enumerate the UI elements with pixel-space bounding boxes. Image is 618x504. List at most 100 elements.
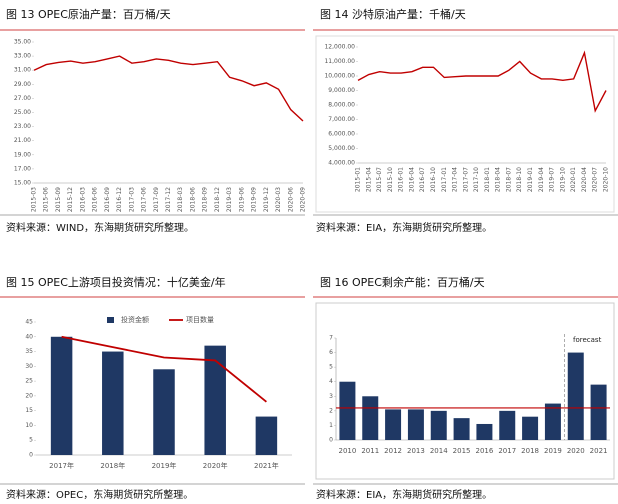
y-tick-label: 45	[25, 319, 33, 326]
x-tick-label: 2019-12	[263, 187, 270, 212]
x-tick-label: 2020-09	[300, 187, 307, 212]
bar	[499, 410, 516, 440]
y-tick-label: 7,000.00	[328, 116, 355, 123]
x-tick-label: 2015	[453, 447, 471, 455]
bar	[102, 351, 124, 455]
y-tick-label: 10,000.00	[324, 73, 355, 80]
x-tick-label: 2020-01	[570, 167, 577, 192]
bar	[153, 369, 175, 455]
x-tick-label: 2016-12	[116, 187, 123, 212]
x-tick-label: 2018-09	[202, 187, 209, 212]
y-tick-label: 33.00	[14, 53, 31, 60]
x-tick-label: 2020-03	[275, 187, 282, 212]
x-tick-label: 2017-09	[153, 187, 160, 212]
x-tick-label: 2017-04	[452, 167, 459, 192]
x-tick-label: 2016-01	[398, 167, 405, 192]
y-tick-label: 15.00	[14, 180, 31, 187]
x-tick-label: 2015-04	[365, 167, 372, 192]
x-tick-label: 2019-10	[559, 167, 566, 192]
x-tick-label: 2021年	[254, 461, 279, 470]
chart-frame	[315, 302, 615, 480]
bar	[255, 416, 278, 455]
x-tick-label: 2017	[498, 447, 516, 455]
y-tick-label: 19.00	[14, 151, 31, 158]
y-tick-label: 25	[25, 378, 33, 385]
y-tick-label: 2	[329, 407, 333, 414]
x-tick-label: 2018-10	[516, 167, 523, 192]
x-tick-label: 2020年	[203, 461, 228, 470]
bar	[339, 381, 356, 440]
annotation: forecast	[573, 336, 602, 344]
bar	[50, 336, 73, 455]
figure-title: 图 14 沙特原油产量：千桶/天	[320, 7, 466, 21]
y-tick-label: 3	[329, 393, 333, 400]
x-tick-label: 2018年	[100, 461, 125, 470]
y-tick-label: 5	[29, 437, 33, 444]
x-tick-label: 2015-07	[376, 167, 383, 192]
y-tick-label: 15	[25, 407, 33, 414]
x-tick-label: 2019年	[152, 461, 177, 470]
bar	[385, 409, 402, 440]
y-tick-label: 12,000.00	[324, 44, 355, 51]
y-tick-label: 31.00	[14, 67, 31, 74]
y-tick-label: 35	[25, 348, 33, 355]
x-tick-label: 2019-03	[226, 187, 233, 212]
x-tick-label: 2018-04	[495, 167, 502, 192]
x-tick-label: 2018-07	[505, 167, 512, 192]
x-tick-label: 2019-07	[549, 167, 556, 192]
x-tick-label: 2018-06	[189, 187, 196, 212]
y-tick-label: 30	[25, 363, 33, 370]
y-tick-label: 5	[329, 364, 333, 371]
x-tick-label: 2018-01	[484, 167, 491, 192]
x-tick-label: 2017-01	[441, 167, 448, 192]
y-tick-label: 6	[329, 349, 333, 356]
x-tick-label: 2019-04	[538, 167, 545, 192]
bar	[590, 384, 607, 440]
x-tick-label: 2018-03	[177, 187, 184, 212]
y-tick-label: 4	[329, 378, 333, 385]
bar	[204, 345, 226, 455]
bar	[453, 418, 470, 440]
x-tick-label: 2017-07	[462, 167, 469, 192]
y-tick-label: 40	[25, 333, 33, 340]
x-tick-label: 2018-12	[214, 187, 221, 212]
y-tick-label: 10	[25, 422, 33, 429]
x-tick-label: 2010	[339, 447, 357, 455]
y-tick-label: 0	[29, 452, 33, 459]
x-tick-label: 2019-01	[527, 167, 534, 192]
x-tick-label: 2019	[544, 447, 562, 455]
x-tick-label: 2020-07	[592, 167, 599, 192]
data-line	[357, 50, 607, 113]
bar	[476, 423, 493, 440]
x-tick-label: 2015-12	[67, 187, 74, 212]
x-tick-label: 2014	[430, 447, 448, 455]
y-tick-label: 11,000.00	[324, 58, 355, 65]
x-tick-label: 2020-10	[603, 167, 610, 192]
y-tick-label: 1	[329, 422, 333, 429]
x-tick-label: 2017-12	[165, 187, 172, 212]
x-tick-label: 2021	[590, 447, 608, 455]
y-tick-label: 8,000.00	[328, 102, 355, 109]
y-tick-label: 35.00	[14, 39, 31, 46]
x-tick-label: 2015-03	[31, 187, 38, 212]
x-tick-label: 2016-03	[79, 187, 86, 212]
x-tick-label: 2012	[384, 447, 402, 455]
y-tick-label: 25.00	[14, 109, 31, 116]
bar	[522, 416, 539, 440]
x-tick-label: 2017-10	[473, 167, 480, 192]
source-note: 资料来源：EIA，东海期货研究所整理。	[316, 488, 492, 501]
source-note: 资料来源：WIND，东海期货研究所整理。	[6, 221, 194, 234]
y-tick-label: 4,000.00	[328, 160, 355, 167]
legend-label: 投资金额	[121, 315, 149, 324]
x-tick-label: 2019-06	[238, 187, 245, 212]
figure-title: 图 15 OPEC上游项目投资情况：十亿美金/年	[6, 275, 226, 289]
y-tick-label: 17.00	[14, 165, 31, 172]
y-tick-label: 21.00	[14, 137, 31, 144]
x-tick-label: 2017-03	[128, 187, 135, 212]
x-tick-label: 2016-07	[419, 167, 426, 192]
y-tick-label: 7	[329, 335, 333, 342]
data-line	[33, 55, 304, 122]
figure-title: 图 13 OPEC原油产量：百万桶/天	[6, 7, 171, 21]
x-tick-label: 2016-09	[104, 187, 111, 212]
